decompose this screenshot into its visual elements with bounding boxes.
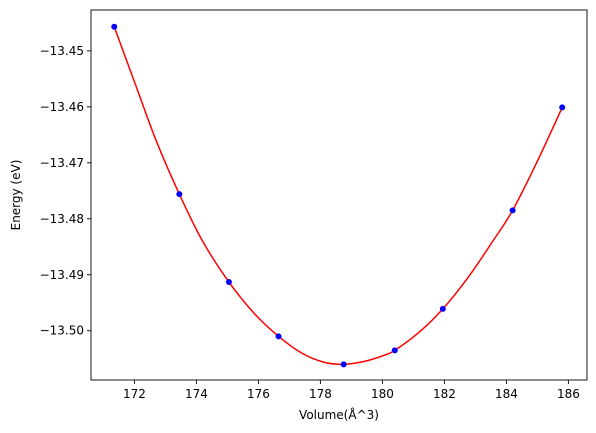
data-point xyxy=(340,361,347,368)
y-tick-label: −13.49 xyxy=(40,268,84,282)
data-point xyxy=(225,279,232,286)
y-axis-ticks: −13.45 −13.46 −13.47 −13.48 −13.49 −13.50 xyxy=(40,44,91,338)
x-tick-label: 182 xyxy=(433,387,456,401)
y-tick-label: −13.48 xyxy=(40,212,84,226)
x-tick-label: 174 xyxy=(185,387,208,401)
data-point xyxy=(391,347,398,354)
data-points-layer xyxy=(111,23,566,368)
data-point xyxy=(111,23,118,30)
y-tick-label: −13.50 xyxy=(40,324,84,338)
y-tick-label: −13.45 xyxy=(40,44,84,58)
data-point xyxy=(509,207,516,214)
data-point xyxy=(275,333,282,340)
data-point xyxy=(559,104,566,111)
y-tick-label: −13.46 xyxy=(40,100,84,114)
x-tick-label: 180 xyxy=(371,387,394,401)
data-point xyxy=(439,305,446,312)
x-tick-label: 176 xyxy=(247,387,270,401)
x-tick-label: 186 xyxy=(557,387,580,401)
plot-frame xyxy=(90,9,588,381)
x-tick-label: 178 xyxy=(309,387,332,401)
y-axis-label: Energy (eV) xyxy=(9,160,23,231)
data-point xyxy=(176,191,183,198)
y-tick-label: −13.47 xyxy=(40,156,84,170)
x-axis-label: Volume(Å^3) xyxy=(299,407,379,422)
x-tick-label: 172 xyxy=(123,387,146,401)
x-axis-ticks: 172 174 176 178 180 182 184 186 xyxy=(123,380,580,401)
x-tick-label: 184 xyxy=(495,387,518,401)
